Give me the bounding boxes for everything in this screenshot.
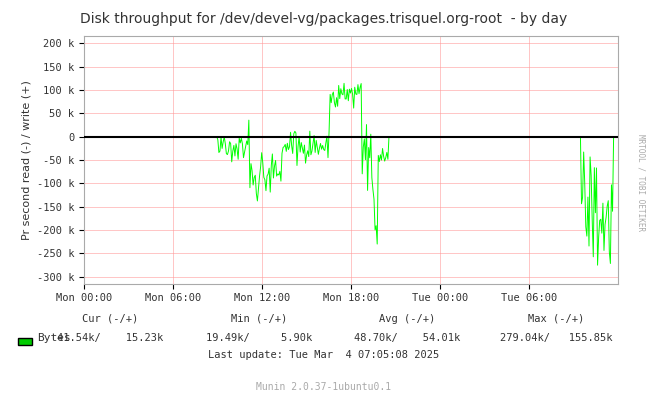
Text: Max (-/+): Max (-/+): [529, 314, 584, 324]
Text: 41.54k/    15.23k: 41.54k/ 15.23k: [57, 333, 163, 343]
Text: 48.70k/    54.01k: 48.70k/ 54.01k: [355, 333, 461, 343]
Text: Disk throughput for /dev/devel-vg/packages.trisquel.org-root  - by day: Disk throughput for /dev/devel-vg/packag…: [80, 12, 567, 26]
Text: Avg (-/+): Avg (-/+): [380, 314, 435, 324]
Text: 19.49k/     5.90k: 19.49k/ 5.90k: [206, 333, 312, 343]
Text: Cur (-/+): Cur (-/+): [82, 314, 138, 324]
Text: 279.04k/   155.85k: 279.04k/ 155.85k: [500, 333, 613, 343]
Text: Last update: Tue Mar  4 07:05:08 2025: Last update: Tue Mar 4 07:05:08 2025: [208, 350, 439, 360]
Text: Min (-/+): Min (-/+): [231, 314, 287, 324]
Text: Munin 2.0.37-1ubuntu0.1: Munin 2.0.37-1ubuntu0.1: [256, 382, 391, 392]
Y-axis label: Pr second read (-) / write (+): Pr second read (-) / write (+): [21, 80, 31, 240]
Text: MRTOOL / TOBI OETIKER: MRTOOL / TOBI OETIKER: [637, 134, 646, 231]
Text: Bytes: Bytes: [38, 333, 71, 343]
